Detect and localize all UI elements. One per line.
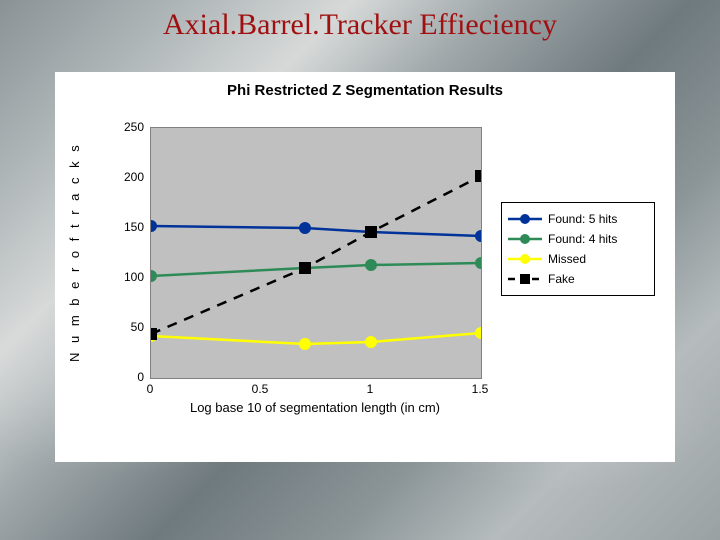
legend-item: Fake — [508, 269, 648, 289]
x-tick-label: 1 — [367, 382, 374, 396]
series-marker — [299, 338, 311, 350]
legend-swatch — [508, 232, 542, 246]
series-marker — [475, 170, 481, 182]
chart-card: Phi Restricted Z Segmentation Results N … — [55, 72, 675, 462]
series-marker — [299, 222, 311, 234]
series-marker — [151, 220, 157, 232]
legend-swatch — [508, 252, 542, 266]
legend-label: Found: 4 hits — [548, 232, 617, 246]
legend: Found: 5 hits Found: 4 hits Missed Fake — [501, 202, 655, 296]
x-tick-label: 0.5 — [252, 382, 269, 396]
y-tick-label: 150 — [104, 220, 144, 234]
series-line — [151, 176, 481, 334]
legend-item: Found: 5 hits — [508, 209, 648, 229]
y-tick-label: 100 — [104, 270, 144, 284]
series-marker — [365, 259, 377, 271]
x-tick-label: 0 — [147, 382, 154, 396]
series-marker — [475, 257, 481, 269]
legend-item: Found: 4 hits — [508, 229, 648, 249]
series-marker — [151, 270, 157, 282]
series-marker — [151, 328, 157, 340]
y-tick-label: 0 — [104, 370, 144, 384]
y-tick-label: 50 — [104, 320, 144, 334]
plot-area — [150, 127, 482, 379]
series-line — [151, 263, 481, 276]
series-line — [151, 226, 481, 236]
series-marker — [365, 336, 377, 348]
y-tick-label: 250 — [104, 120, 144, 134]
x-axis-label: Log base 10 of segmentation length (in c… — [150, 400, 480, 417]
legend-swatch — [508, 272, 542, 286]
slide-title: Axial.Barrel.Tracker Effieciency — [0, 8, 720, 42]
legend-label: Missed — [548, 252, 586, 266]
series-marker — [475, 230, 481, 242]
legend-label: Found: 5 hits — [548, 212, 617, 226]
y-tick-label: 200 — [104, 170, 144, 184]
chart-svg — [151, 128, 481, 378]
series-marker — [299, 262, 311, 274]
y-axis-label: N u m b e r o f t r a c k s — [67, 127, 97, 377]
series-marker — [475, 327, 481, 339]
x-tick-label: 1.5 — [472, 382, 489, 396]
legend-label: Fake — [548, 272, 575, 286]
legend-swatch — [508, 212, 542, 226]
series-line — [151, 333, 481, 344]
series-marker — [365, 226, 377, 238]
chart-title: Phi Restricted Z Segmentation Results — [55, 82, 675, 99]
legend-item: Missed — [508, 249, 648, 269]
slide-root: Axial.Barrel.Tracker Effieciency Phi Res… — [0, 0, 720, 540]
